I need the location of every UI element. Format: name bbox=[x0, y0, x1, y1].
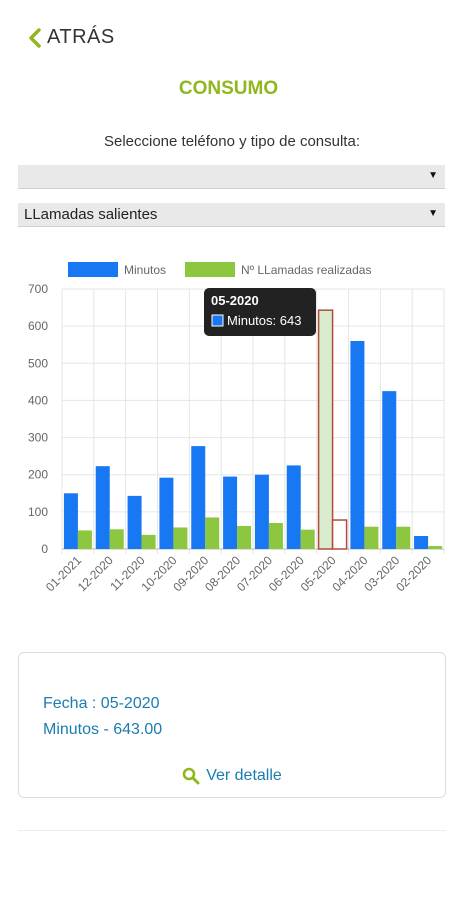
bar-llamadas[interactable] bbox=[109, 529, 124, 549]
bar-minutos[interactable] bbox=[317, 309, 334, 550]
legend-label: Nº LLamadas realizadas bbox=[241, 263, 371, 277]
ver-detalle-link[interactable]: Ver detalle bbox=[19, 767, 445, 785]
legend-label: Minutos bbox=[124, 263, 166, 277]
x-tick-label: 02-2020 bbox=[393, 553, 434, 594]
bar-minutos[interactable] bbox=[382, 391, 397, 549]
tooltip-title: 05-2020 bbox=[211, 293, 259, 308]
bar-llamadas[interactable] bbox=[173, 527, 188, 549]
bar-minutos[interactable] bbox=[159, 477, 174, 549]
bar-minutos[interactable] bbox=[191, 446, 206, 549]
bar-minutos[interactable] bbox=[414, 536, 429, 549]
detail-fecha: Fecha : 05-2020 bbox=[43, 695, 160, 712]
bar-minutos[interactable] bbox=[286, 465, 301, 549]
legend-swatch bbox=[185, 262, 235, 277]
select-prompt: Seleccione teléfono y tipo de consulta: bbox=[103, 133, 360, 150]
consumption-bar-chart[interactable]: Minutos Nº LLamadas realizadas 0 100 200 300 4… bbox=[0, 250, 457, 620]
page-title: CONSUMO bbox=[178, 78, 279, 99]
y-tick-label: 600 bbox=[28, 319, 48, 333]
query-type-select[interactable]: LLamadas salientes ▼ bbox=[18, 203, 445, 227]
phone-select[interactable]: ▼ bbox=[18, 165, 445, 189]
bar-llamadas[interactable] bbox=[396, 526, 411, 549]
bar-minutos[interactable] bbox=[63, 493, 78, 549]
y-tick-label: 0 bbox=[41, 542, 48, 556]
query-type-select-value: LLamadas salientes bbox=[24, 206, 158, 223]
bar-minutos[interactable] bbox=[95, 466, 110, 549]
bar-llamadas[interactable] bbox=[77, 530, 92, 549]
y-tick-label: 500 bbox=[28, 356, 48, 370]
tooltip-label: Minutos: 643 bbox=[227, 313, 301, 328]
detail-minutos: Minutos - 643.00 bbox=[43, 721, 163, 738]
detail-card: Fecha : 05-2020 Minutos - 643.00 Ver det… bbox=[18, 652, 446, 798]
bar-minutos[interactable] bbox=[254, 474, 269, 549]
back-label: ATRÁS bbox=[47, 26, 115, 48]
y-tick-label: 400 bbox=[28, 393, 48, 407]
triangle-down-icon: ▼ bbox=[428, 170, 438, 181]
y-tick-label: 200 bbox=[28, 468, 48, 482]
bar-minutos[interactable] bbox=[223, 476, 238, 549]
legend-swatch bbox=[68, 262, 118, 277]
bar-llamadas[interactable] bbox=[331, 519, 348, 550]
ver-detalle-label: Ver detalle bbox=[206, 767, 282, 784]
bar-llamadas[interactable] bbox=[237, 525, 252, 549]
bar-llamadas[interactable] bbox=[268, 523, 283, 549]
tooltip-box bbox=[204, 288, 316, 336]
bar-minutos[interactable] bbox=[350, 341, 365, 549]
bar-llamadas[interactable] bbox=[205, 517, 220, 549]
triangle-down-icon: ▼ bbox=[428, 208, 438, 219]
search-icon bbox=[182, 767, 200, 785]
divider bbox=[18, 830, 446, 831]
back-button[interactable]: ATRÁS bbox=[28, 26, 115, 49]
y-tick-label: 300 bbox=[28, 431, 48, 445]
y-tick-label: 100 bbox=[28, 505, 48, 519]
chevron-left-icon bbox=[29, 27, 41, 48]
bar-minutos[interactable] bbox=[127, 495, 142, 549]
bar-llamadas[interactable] bbox=[364, 526, 379, 549]
bar-llamadas[interactable] bbox=[141, 534, 156, 549]
bar-llamadas[interactable] bbox=[428, 546, 443, 549]
y-tick-label: 700 bbox=[28, 282, 48, 296]
x-tick-label: 12-2020 bbox=[75, 553, 116, 594]
bar-llamadas[interactable] bbox=[300, 529, 315, 549]
tooltip-swatch bbox=[211, 314, 224, 327]
